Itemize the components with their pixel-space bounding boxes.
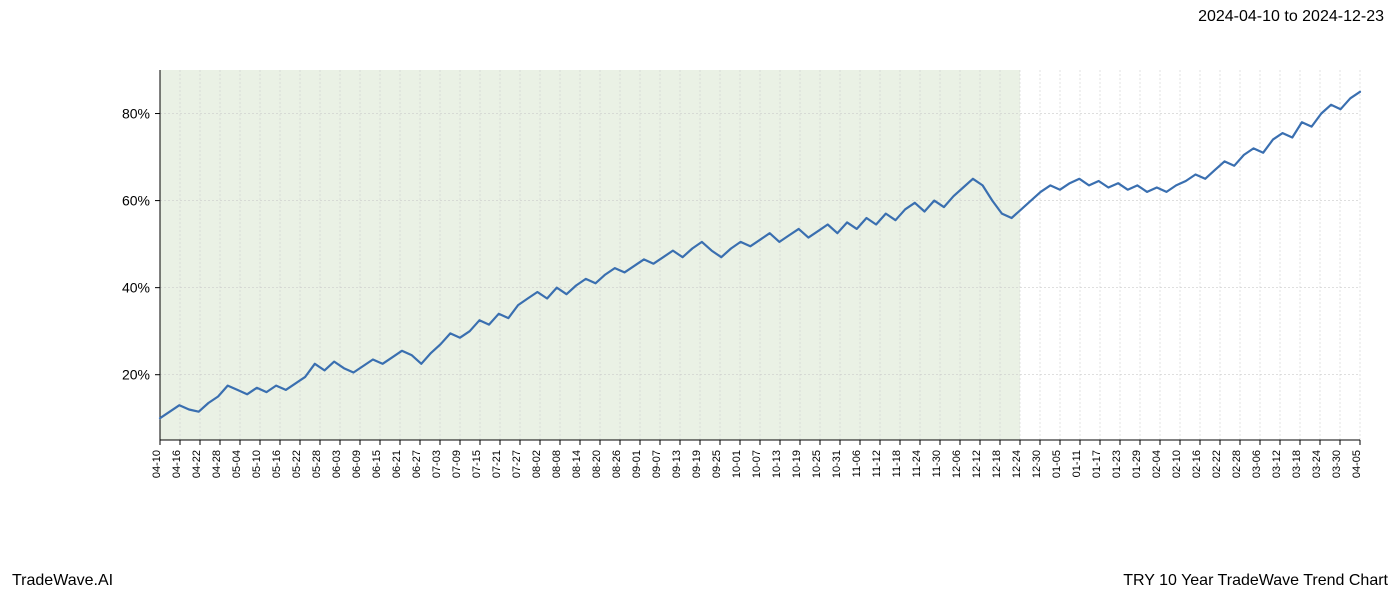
svg-text:04-05: 04-05 (1351, 450, 1363, 478)
svg-text:08-02: 08-02 (531, 450, 543, 478)
svg-text:07-03: 07-03 (431, 450, 443, 478)
trend-chart: 20% 40% 60% 80% 04-10 04-16 04-22 04-28 05-04 05-… (100, 60, 1380, 500)
svg-text:03-12: 03-12 (1271, 450, 1283, 478)
svg-text:07-21: 07-21 (491, 450, 503, 478)
svg-text:04-28: 04-28 (211, 450, 223, 478)
svg-text:12-06: 12-06 (951, 450, 963, 478)
svg-text:05-04: 05-04 (231, 450, 243, 478)
chart-svg: 20% 40% 60% 80% 04-10 04-16 04-22 04-28 05-04 05-… (100, 60, 1380, 500)
svg-text:09-25: 09-25 (711, 450, 723, 478)
svg-text:80%: 80% (122, 106, 150, 122)
svg-text:12-12: 12-12 (971, 450, 983, 478)
svg-text:03-24: 03-24 (1311, 450, 1323, 478)
svg-text:09-01: 09-01 (631, 450, 643, 478)
svg-text:06-15: 06-15 (371, 450, 383, 478)
svg-text:06-21: 06-21 (391, 450, 403, 478)
svg-text:10-07: 10-07 (751, 450, 763, 478)
svg-text:12-18: 12-18 (991, 450, 1003, 478)
svg-text:01-05: 01-05 (1051, 450, 1063, 478)
svg-text:60%: 60% (122, 193, 150, 209)
svg-text:10-31: 10-31 (831, 450, 843, 478)
svg-text:11-18: 11-18 (891, 450, 903, 477)
svg-text:11-30: 11-30 (931, 450, 943, 477)
svg-text:07-15: 07-15 (471, 450, 483, 478)
svg-text:06-09: 06-09 (351, 450, 363, 478)
svg-text:11-24: 11-24 (911, 450, 923, 477)
svg-text:08-26: 08-26 (611, 450, 623, 478)
svg-text:01-11: 01-11 (1071, 450, 1083, 477)
svg-text:02-28: 02-28 (1231, 450, 1243, 478)
chart-title: TRY 10 Year TradeWave Trend Chart (1123, 572, 1388, 590)
svg-text:07-27: 07-27 (511, 450, 523, 478)
svg-text:05-16: 05-16 (271, 450, 283, 478)
svg-text:07-09: 07-09 (451, 450, 463, 478)
svg-text:10-19: 10-19 (791, 450, 803, 478)
svg-text:11-06: 11-06 (851, 450, 863, 477)
svg-text:40%: 40% (122, 280, 150, 296)
svg-text:03-18: 03-18 (1291, 450, 1303, 478)
svg-text:08-20: 08-20 (591, 450, 603, 478)
svg-text:01-29: 01-29 (1131, 450, 1143, 478)
brand-label: TradeWave.AI (12, 572, 113, 590)
svg-text:03-06: 03-06 (1251, 450, 1263, 478)
svg-text:02-16: 02-16 (1191, 450, 1203, 478)
svg-text:09-07: 09-07 (651, 450, 663, 478)
svg-text:03-30: 03-30 (1331, 450, 1343, 478)
svg-text:05-22: 05-22 (291, 450, 303, 478)
svg-text:04-16: 04-16 (171, 450, 183, 478)
svg-text:12-30: 12-30 (1031, 450, 1043, 478)
svg-text:12-24: 12-24 (1011, 450, 1023, 478)
svg-text:04-10: 04-10 (151, 450, 163, 478)
svg-text:02-04: 02-04 (1151, 450, 1163, 478)
svg-text:04-22: 04-22 (191, 450, 203, 478)
svg-text:11-12: 11-12 (871, 450, 883, 477)
svg-text:09-19: 09-19 (691, 450, 703, 478)
svg-text:01-23: 01-23 (1111, 450, 1123, 478)
date-range-label: 2024-04-10 to 2024-12-23 (1198, 8, 1384, 26)
svg-text:08-14: 08-14 (571, 450, 583, 478)
svg-text:10-01: 10-01 (731, 450, 743, 478)
svg-text:02-10: 02-10 (1171, 450, 1183, 478)
svg-text:05-10: 05-10 (251, 450, 263, 478)
svg-text:20%: 20% (122, 367, 150, 383)
svg-text:08-08: 08-08 (551, 450, 563, 478)
svg-text:01-17: 01-17 (1091, 450, 1103, 478)
svg-text:09-13: 09-13 (671, 450, 683, 478)
svg-text:05-28: 05-28 (311, 450, 323, 478)
svg-text:06-27: 06-27 (411, 450, 423, 478)
svg-text:10-25: 10-25 (811, 450, 823, 478)
svg-text:02-22: 02-22 (1211, 450, 1223, 478)
svg-text:06-03: 06-03 (331, 450, 343, 478)
svg-text:10-13: 10-13 (771, 450, 783, 478)
